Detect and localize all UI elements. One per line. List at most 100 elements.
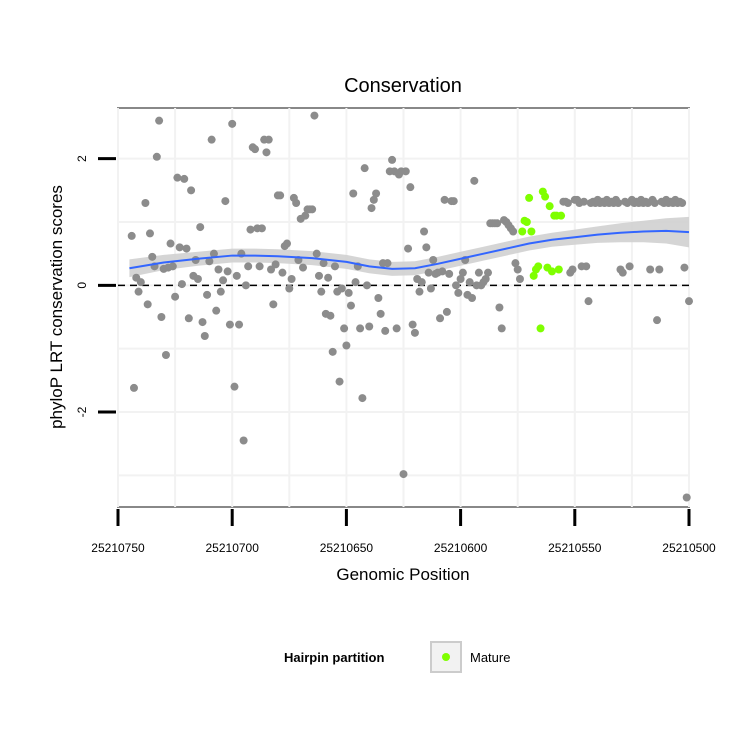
other-point — [383, 259, 392, 268]
x-tick-label: 25210600 — [434, 541, 488, 555]
other-point — [148, 252, 157, 261]
legend-key-box — [430, 641, 462, 673]
y-tick-label: 0 — [75, 282, 89, 289]
other-point — [497, 324, 506, 333]
other-point — [685, 297, 693, 306]
other-point — [474, 268, 483, 277]
other-point — [129, 383, 138, 392]
other-point — [276, 191, 285, 200]
other-point — [356, 324, 365, 333]
other-point — [271, 260, 280, 269]
other-point — [155, 116, 164, 125]
other-point — [618, 268, 627, 277]
other-point — [454, 288, 463, 297]
mature-point — [536, 324, 545, 333]
other-point — [145, 229, 154, 238]
other-point — [285, 284, 294, 293]
other-point — [152, 152, 161, 161]
other-point — [388, 155, 397, 164]
y-tick-label: 2 — [75, 155, 89, 162]
other-point — [513, 265, 522, 274]
other-point — [228, 119, 237, 128]
other-point — [582, 262, 591, 271]
other-point — [326, 311, 335, 320]
other-point — [678, 199, 687, 207]
other-point — [168, 262, 177, 271]
mature-point — [557, 211, 566, 220]
other-point — [449, 197, 458, 206]
legend-title: Hairpin partition — [284, 650, 384, 665]
confidence-band — [129, 216, 690, 278]
other-point — [203, 290, 212, 299]
other-point — [614, 199, 623, 207]
other-point — [198, 318, 207, 327]
mature-point — [522, 218, 531, 226]
other-point — [493, 219, 502, 228]
other-point — [424, 268, 433, 277]
other-point — [221, 197, 230, 206]
other-point — [134, 287, 143, 296]
other-point — [335, 377, 344, 386]
other-point — [180, 174, 189, 183]
other-point — [214, 265, 223, 274]
y-axis: -2 0 2 — [75, 155, 116, 417]
other-point — [166, 239, 175, 248]
other-point — [374, 294, 383, 302]
y-tick-label: -2 — [75, 406, 89, 417]
y-axis-title: phyloP LRT conservation scores — [47, 185, 66, 429]
other-point — [381, 326, 390, 335]
other-point — [417, 278, 426, 287]
smooth-confidence-band — [129, 216, 690, 278]
other-point — [173, 173, 182, 182]
other-point — [308, 205, 317, 214]
other-point — [207, 135, 216, 144]
other-point — [328, 347, 337, 356]
other-point — [230, 382, 239, 391]
other-point — [257, 224, 266, 233]
other-point — [246, 225, 255, 234]
other-point — [161, 351, 170, 359]
other-point — [563, 199, 572, 207]
other-point — [251, 145, 260, 154]
mature-point — [525, 193, 534, 202]
other-point — [244, 262, 253, 271]
mature-point — [541, 192, 550, 201]
legend-key-mature-dot — [442, 653, 450, 661]
other-point — [367, 204, 376, 213]
other-point — [337, 284, 346, 293]
other-point — [223, 267, 232, 276]
other-point — [340, 324, 349, 333]
other-point — [283, 239, 292, 248]
other-point — [650, 199, 659, 207]
other-point — [349, 189, 358, 198]
other-point — [680, 263, 689, 272]
other-point — [344, 288, 353, 297]
other-point — [262, 148, 271, 157]
other-point — [458, 268, 467, 277]
other-point — [157, 313, 166, 321]
other-point — [212, 306, 221, 315]
other-point — [143, 300, 152, 309]
other-point — [484, 268, 493, 277]
other-point — [584, 297, 593, 306]
other-point — [465, 278, 474, 287]
other-point — [299, 263, 308, 272]
other-point — [141, 199, 150, 207]
other-point — [682, 493, 691, 502]
other-point — [511, 259, 520, 268]
mature-point — [545, 202, 554, 211]
x-tick-label: 25210750 — [91, 541, 145, 555]
other-point — [440, 195, 449, 204]
other-point — [438, 267, 447, 276]
other-point — [346, 301, 355, 310]
other-point — [399, 470, 408, 479]
other-point — [312, 249, 321, 258]
other-point — [422, 243, 431, 252]
other-point — [255, 262, 264, 271]
other-point — [269, 300, 278, 309]
legend-label-mature: Mature — [470, 650, 510, 665]
other-point — [330, 262, 339, 271]
other-point — [209, 249, 218, 258]
other-point — [495, 303, 504, 312]
other-point — [216, 287, 225, 296]
